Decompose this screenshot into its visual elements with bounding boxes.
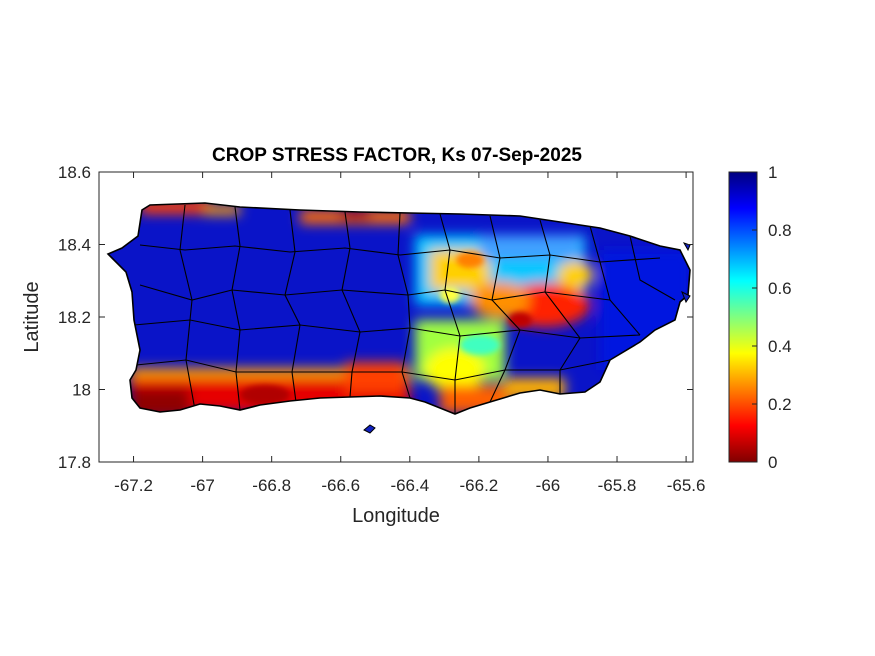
y-tick-label: 18.6 bbox=[58, 163, 91, 182]
colorbar-gradient bbox=[728, 171, 758, 463]
y-tick-label: 18.4 bbox=[58, 236, 91, 255]
chart-title: CROP STRESS FACTOR, Ks 07-Sep-2025 bbox=[212, 145, 582, 166]
x-tick-label: -66.4 bbox=[390, 476, 429, 495]
colorbar: 1 0.8 0.6 0.4 0.2 0 bbox=[728, 163, 792, 472]
x-tick-label: -67.2 bbox=[114, 476, 153, 495]
offshore-island bbox=[681, 290, 691, 304]
x-tick-label: -66 bbox=[536, 476, 561, 495]
municipality-boundaries bbox=[133, 204, 676, 414]
x-tick-label: -66.8 bbox=[252, 476, 291, 495]
colorbar-tick-label: 1 bbox=[768, 163, 777, 182]
colorbar-tick-label: 0.8 bbox=[768, 221, 792, 240]
y-axis-label: Latitude bbox=[21, 281, 43, 352]
y-tick-label: 18.2 bbox=[58, 308, 91, 327]
colorbar-tick-label: 0 bbox=[768, 453, 777, 472]
offshore-island bbox=[363, 424, 376, 434]
y-tick-label: 17.8 bbox=[58, 453, 91, 472]
x-tick-label: -66.2 bbox=[460, 476, 499, 495]
x-axis-label: Longitude bbox=[352, 505, 440, 527]
y-axis: 18.6 18.4 18.2 18 17.8 bbox=[58, 163, 693, 472]
y-tick-label: 18 bbox=[72, 381, 91, 400]
colorbar-tick-label: 0.6 bbox=[768, 279, 792, 298]
colorbar-tick-label: 0.4 bbox=[768, 337, 792, 356]
x-tick-label: -67 bbox=[190, 476, 215, 495]
x-tick-label: -65.8 bbox=[598, 476, 637, 495]
colorbar-tick-label: 0.2 bbox=[768, 395, 792, 414]
x-tick-label: -65.6 bbox=[667, 476, 706, 495]
x-tick-label: -66.6 bbox=[321, 476, 360, 495]
x-axis: -67.2 -67 -66.8 -66.6 -66.4 -66.2 -66 -65.8 -65.… bbox=[114, 172, 705, 495]
